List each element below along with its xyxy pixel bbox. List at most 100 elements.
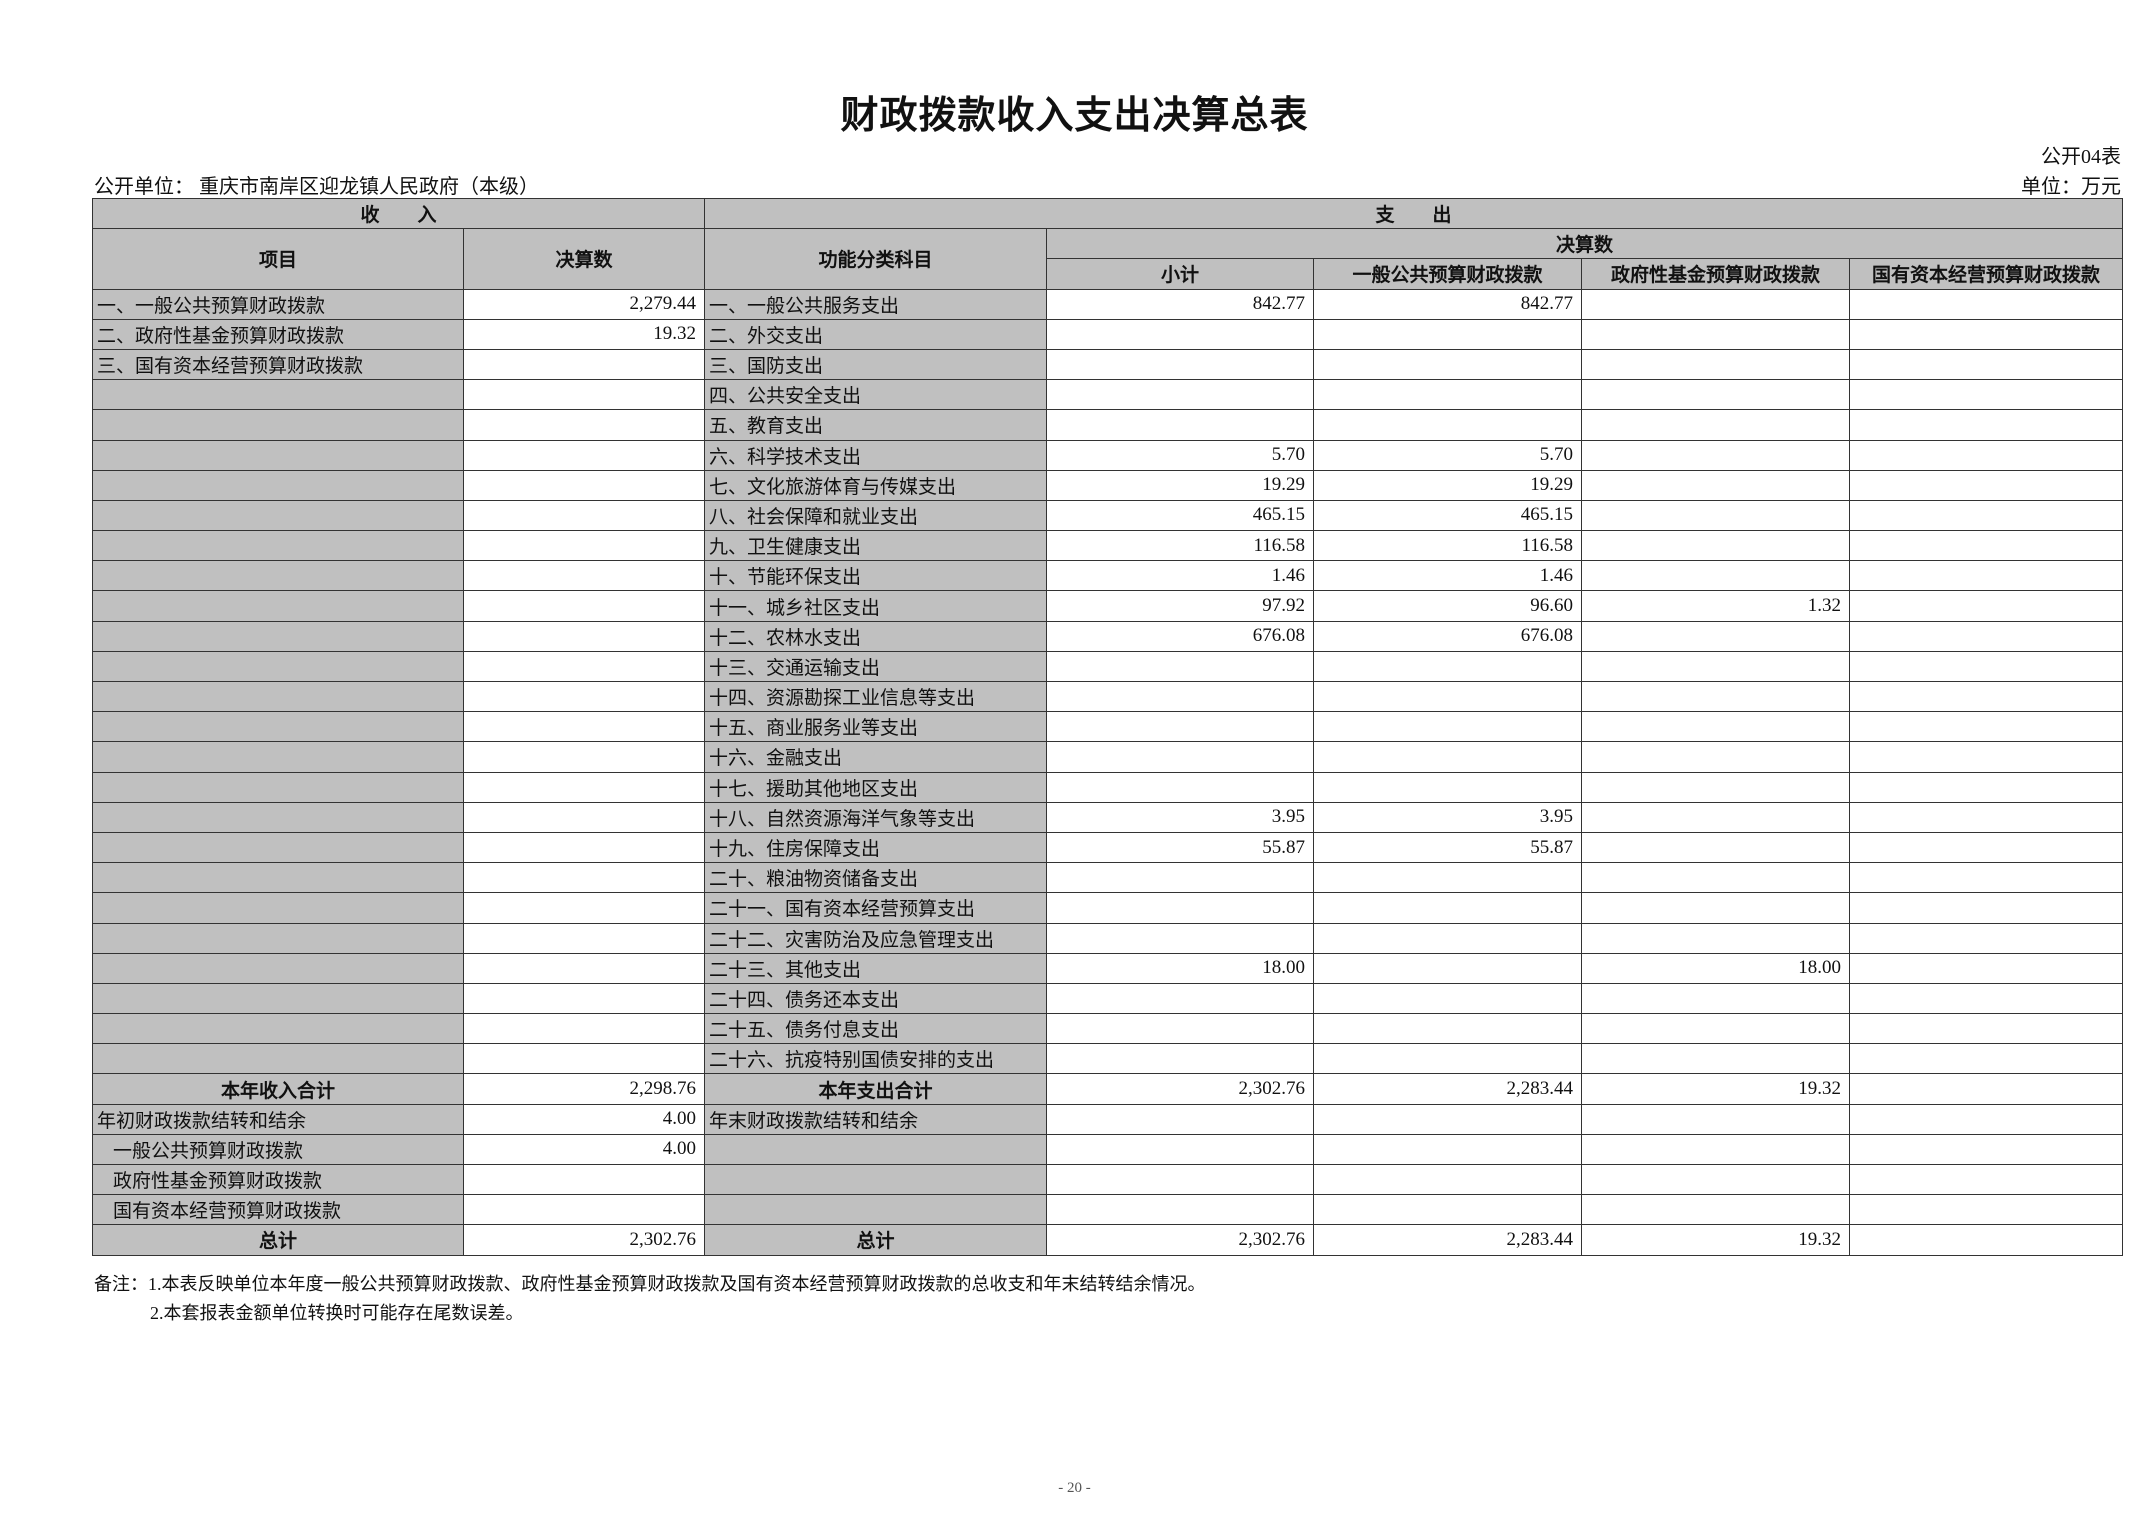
expense-subtotal: 19.29 xyxy=(1046,469,1315,501)
expense-state-capital xyxy=(1849,1073,2124,1105)
note-1: 备注：1.本表反映单位本年度一般公共预算财政拨款、政府性基金预算财政拨款及国有资… xyxy=(94,1274,1206,1294)
gov-fund-header: 政府性基金预算财政拨款 xyxy=(1581,258,1851,290)
expense-state-capital xyxy=(1849,831,2124,864)
expense-gov-fund xyxy=(1581,620,1851,652)
expense-subtotal xyxy=(1046,650,1315,683)
income-amount xyxy=(462,862,706,894)
expense-subtotal: 97.92 xyxy=(1046,590,1315,622)
table-row: 二十二、灾害防治及应急管理支出 xyxy=(92,922,2124,954)
expense-gov-fund xyxy=(1581,1133,1851,1166)
table-row: 三、国有资本经营预算财政拨款 三、国防支出 xyxy=(92,348,2124,381)
income-item xyxy=(92,409,464,441)
table-row: 十七、援助其他地区支出 xyxy=(92,771,2124,803)
table-row: 十六、金融支出 xyxy=(92,741,2124,773)
income-item xyxy=(92,650,464,683)
income-amount xyxy=(462,741,706,773)
expense-state-capital xyxy=(1849,650,2124,683)
expense-item: 十五、商业服务业等支出 xyxy=(704,711,1048,743)
income-item: 总计 xyxy=(92,1224,464,1256)
expense-item: 本年支出合计 xyxy=(704,1073,1048,1105)
expense-state-capital xyxy=(1849,1103,2124,1135)
expense-gov-fund xyxy=(1581,831,1851,864)
expense-state-capital xyxy=(1849,1163,2124,1196)
income-amount xyxy=(462,771,706,803)
expense-gov-fund xyxy=(1581,348,1851,381)
income-item: 一般公共预算财政拨款 xyxy=(92,1133,464,1166)
expense-general-budget xyxy=(1313,952,1583,984)
subtotal-header: 小计 xyxy=(1046,258,1315,290)
expense-general-budget: 1.46 xyxy=(1313,560,1583,592)
income-item xyxy=(92,741,464,773)
item-header: 项目 xyxy=(92,228,464,290)
expense-state-capital xyxy=(1849,1043,2124,1075)
expense-gov-fund xyxy=(1581,379,1851,411)
table-row: 十、节能环保支出 1.46 1.46 xyxy=(92,560,2124,592)
income-item xyxy=(92,952,464,984)
expense-state-capital xyxy=(1849,1013,2124,1045)
final-amount-header: 决算数 xyxy=(1046,228,2124,260)
expense-item xyxy=(704,1133,1048,1166)
expense-gov-fund xyxy=(1581,318,1851,350)
expense-general-budget: 96.60 xyxy=(1313,590,1583,622)
income-item xyxy=(92,711,464,743)
income-item xyxy=(92,771,464,803)
expense-general-budget xyxy=(1313,892,1583,924)
reporting-organization: 公开单位： 重庆市南岸区迎龙镇人民政府（本级） xyxy=(94,176,539,198)
expense-subtotal xyxy=(1046,771,1315,803)
expense-subtotal xyxy=(1046,862,1315,894)
income-header: 收 入 xyxy=(91,197,706,230)
income-amount: 4.00 xyxy=(462,1103,706,1135)
table-row: 一、一般公共预算财政拨款 2,279.44 一、一般公共服务支出 842.77 842.… xyxy=(92,288,2124,320)
expense-gov-fund xyxy=(1581,741,1851,773)
income-amount xyxy=(462,590,706,622)
table-row: 一般公共预算财政拨款 4.00 xyxy=(92,1133,2124,1166)
expense-state-capital xyxy=(1849,560,2124,592)
income-amount xyxy=(462,409,706,441)
expense-general-budget xyxy=(1313,348,1583,381)
expense-item: 二十五、债务付息支出 xyxy=(704,1013,1048,1045)
income-item: 年初财政拨款结转和结余 xyxy=(92,1103,464,1135)
income-item: 本年收入合计 xyxy=(92,1073,464,1105)
income-item xyxy=(92,620,464,652)
expense-subtotal: 1.46 xyxy=(1046,560,1315,592)
expense-general-budget xyxy=(1313,1194,1583,1226)
expense-item: 二十六、抗疫特别国债安排的支出 xyxy=(704,1043,1048,1075)
income-item xyxy=(92,982,464,1015)
income-amount xyxy=(462,831,706,864)
income-amount: 2,302.76 xyxy=(462,1224,706,1256)
expense-subtotal xyxy=(1046,1163,1315,1196)
expense-state-capital xyxy=(1849,439,2124,471)
expense-item: 十九、住房保障支出 xyxy=(704,831,1048,864)
expense-item xyxy=(704,1194,1048,1226)
expense-state-capital xyxy=(1849,530,2124,562)
expense-subtotal: 3.95 xyxy=(1046,801,1315,833)
table-body: 一、一般公共预算财政拨款 2,279.44 一、一般公共服务支出 842.77 842.… xyxy=(92,288,2124,1256)
income-amount xyxy=(462,620,706,652)
expense-subtotal: 116.58 xyxy=(1046,530,1315,562)
expense-gov-fund xyxy=(1581,409,1851,441)
expense-general-budget: 2,283.44 xyxy=(1313,1073,1583,1105)
expense-gov-fund xyxy=(1581,892,1851,924)
expense-subtotal: 842.77 xyxy=(1046,288,1315,320)
income-item xyxy=(92,590,464,622)
income-item xyxy=(92,801,464,833)
expense-general-budget xyxy=(1313,318,1583,350)
table-row: 年初财政拨款结转和结余 4.00 年末财政拨款结转和结余 xyxy=(92,1103,2124,1135)
expense-gov-fund xyxy=(1581,680,1851,713)
table-row: 十一、城乡社区支出 97.92 96.60 1.32 xyxy=(92,590,2124,622)
expense-general-budget: 19.29 xyxy=(1313,469,1583,501)
expense-gov-fund xyxy=(1581,1103,1851,1135)
expense-general-budget xyxy=(1313,1163,1583,1196)
expense-gov-fund xyxy=(1581,771,1851,803)
expense-item: 十二、农林水支出 xyxy=(704,620,1048,652)
expense-gov-fund xyxy=(1581,862,1851,894)
table-row: 本年收入合计 2,298.76 本年支出合计 2,302.76 2,283.44 19.3… xyxy=(92,1073,2124,1105)
expense-subtotal: 2,302.76 xyxy=(1046,1224,1315,1256)
expense-item: 十一、城乡社区支出 xyxy=(704,590,1048,622)
income-amount xyxy=(462,499,706,532)
income-item: 一、一般公共预算财政拨款 xyxy=(92,288,464,320)
income-amount: 19.32 xyxy=(462,318,706,350)
general-budget-header: 一般公共预算财政拨款 xyxy=(1313,258,1583,290)
income-item: 三、国有资本经营预算财政拨款 xyxy=(92,348,464,381)
expense-general-budget: 2,283.44 xyxy=(1313,1224,1583,1256)
